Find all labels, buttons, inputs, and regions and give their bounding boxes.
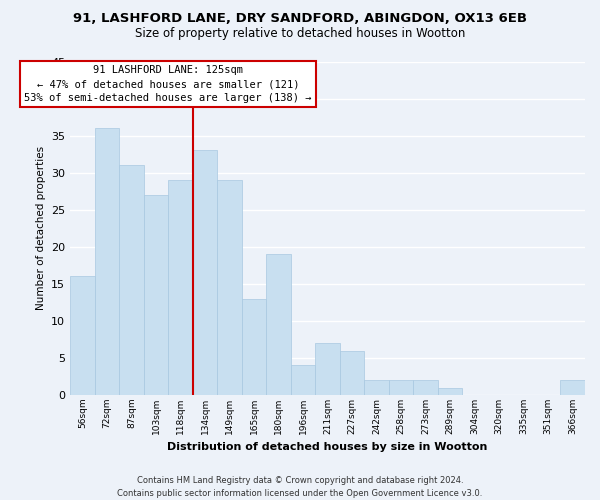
Bar: [242, 298, 266, 395]
Bar: [413, 380, 438, 395]
Bar: [364, 380, 389, 395]
Text: Size of property relative to detached houses in Wootton: Size of property relative to detached ho…: [135, 28, 465, 40]
Bar: [266, 254, 291, 395]
Bar: [438, 388, 463, 395]
Text: 91, LASHFORD LANE, DRY SANDFORD, ABINGDON, OX13 6EB: 91, LASHFORD LANE, DRY SANDFORD, ABINGDO…: [73, 12, 527, 26]
Text: Contains HM Land Registry data © Crown copyright and database right 2024.
Contai: Contains HM Land Registry data © Crown c…: [118, 476, 482, 498]
Bar: [168, 180, 193, 395]
Text: 91 LASHFORD LANE: 125sqm
← 47% of detached houses are smaller (121)
53% of semi-: 91 LASHFORD LANE: 125sqm ← 47% of detach…: [25, 65, 312, 103]
Bar: [389, 380, 413, 395]
Bar: [193, 150, 217, 395]
Bar: [316, 343, 340, 395]
Y-axis label: Number of detached properties: Number of detached properties: [35, 146, 46, 310]
Bar: [95, 128, 119, 395]
Bar: [560, 380, 585, 395]
Bar: [291, 366, 316, 395]
Bar: [70, 276, 95, 395]
Bar: [144, 195, 168, 395]
Bar: [119, 166, 144, 395]
X-axis label: Distribution of detached houses by size in Wootton: Distribution of detached houses by size …: [167, 442, 488, 452]
Bar: [217, 180, 242, 395]
Bar: [340, 350, 364, 395]
